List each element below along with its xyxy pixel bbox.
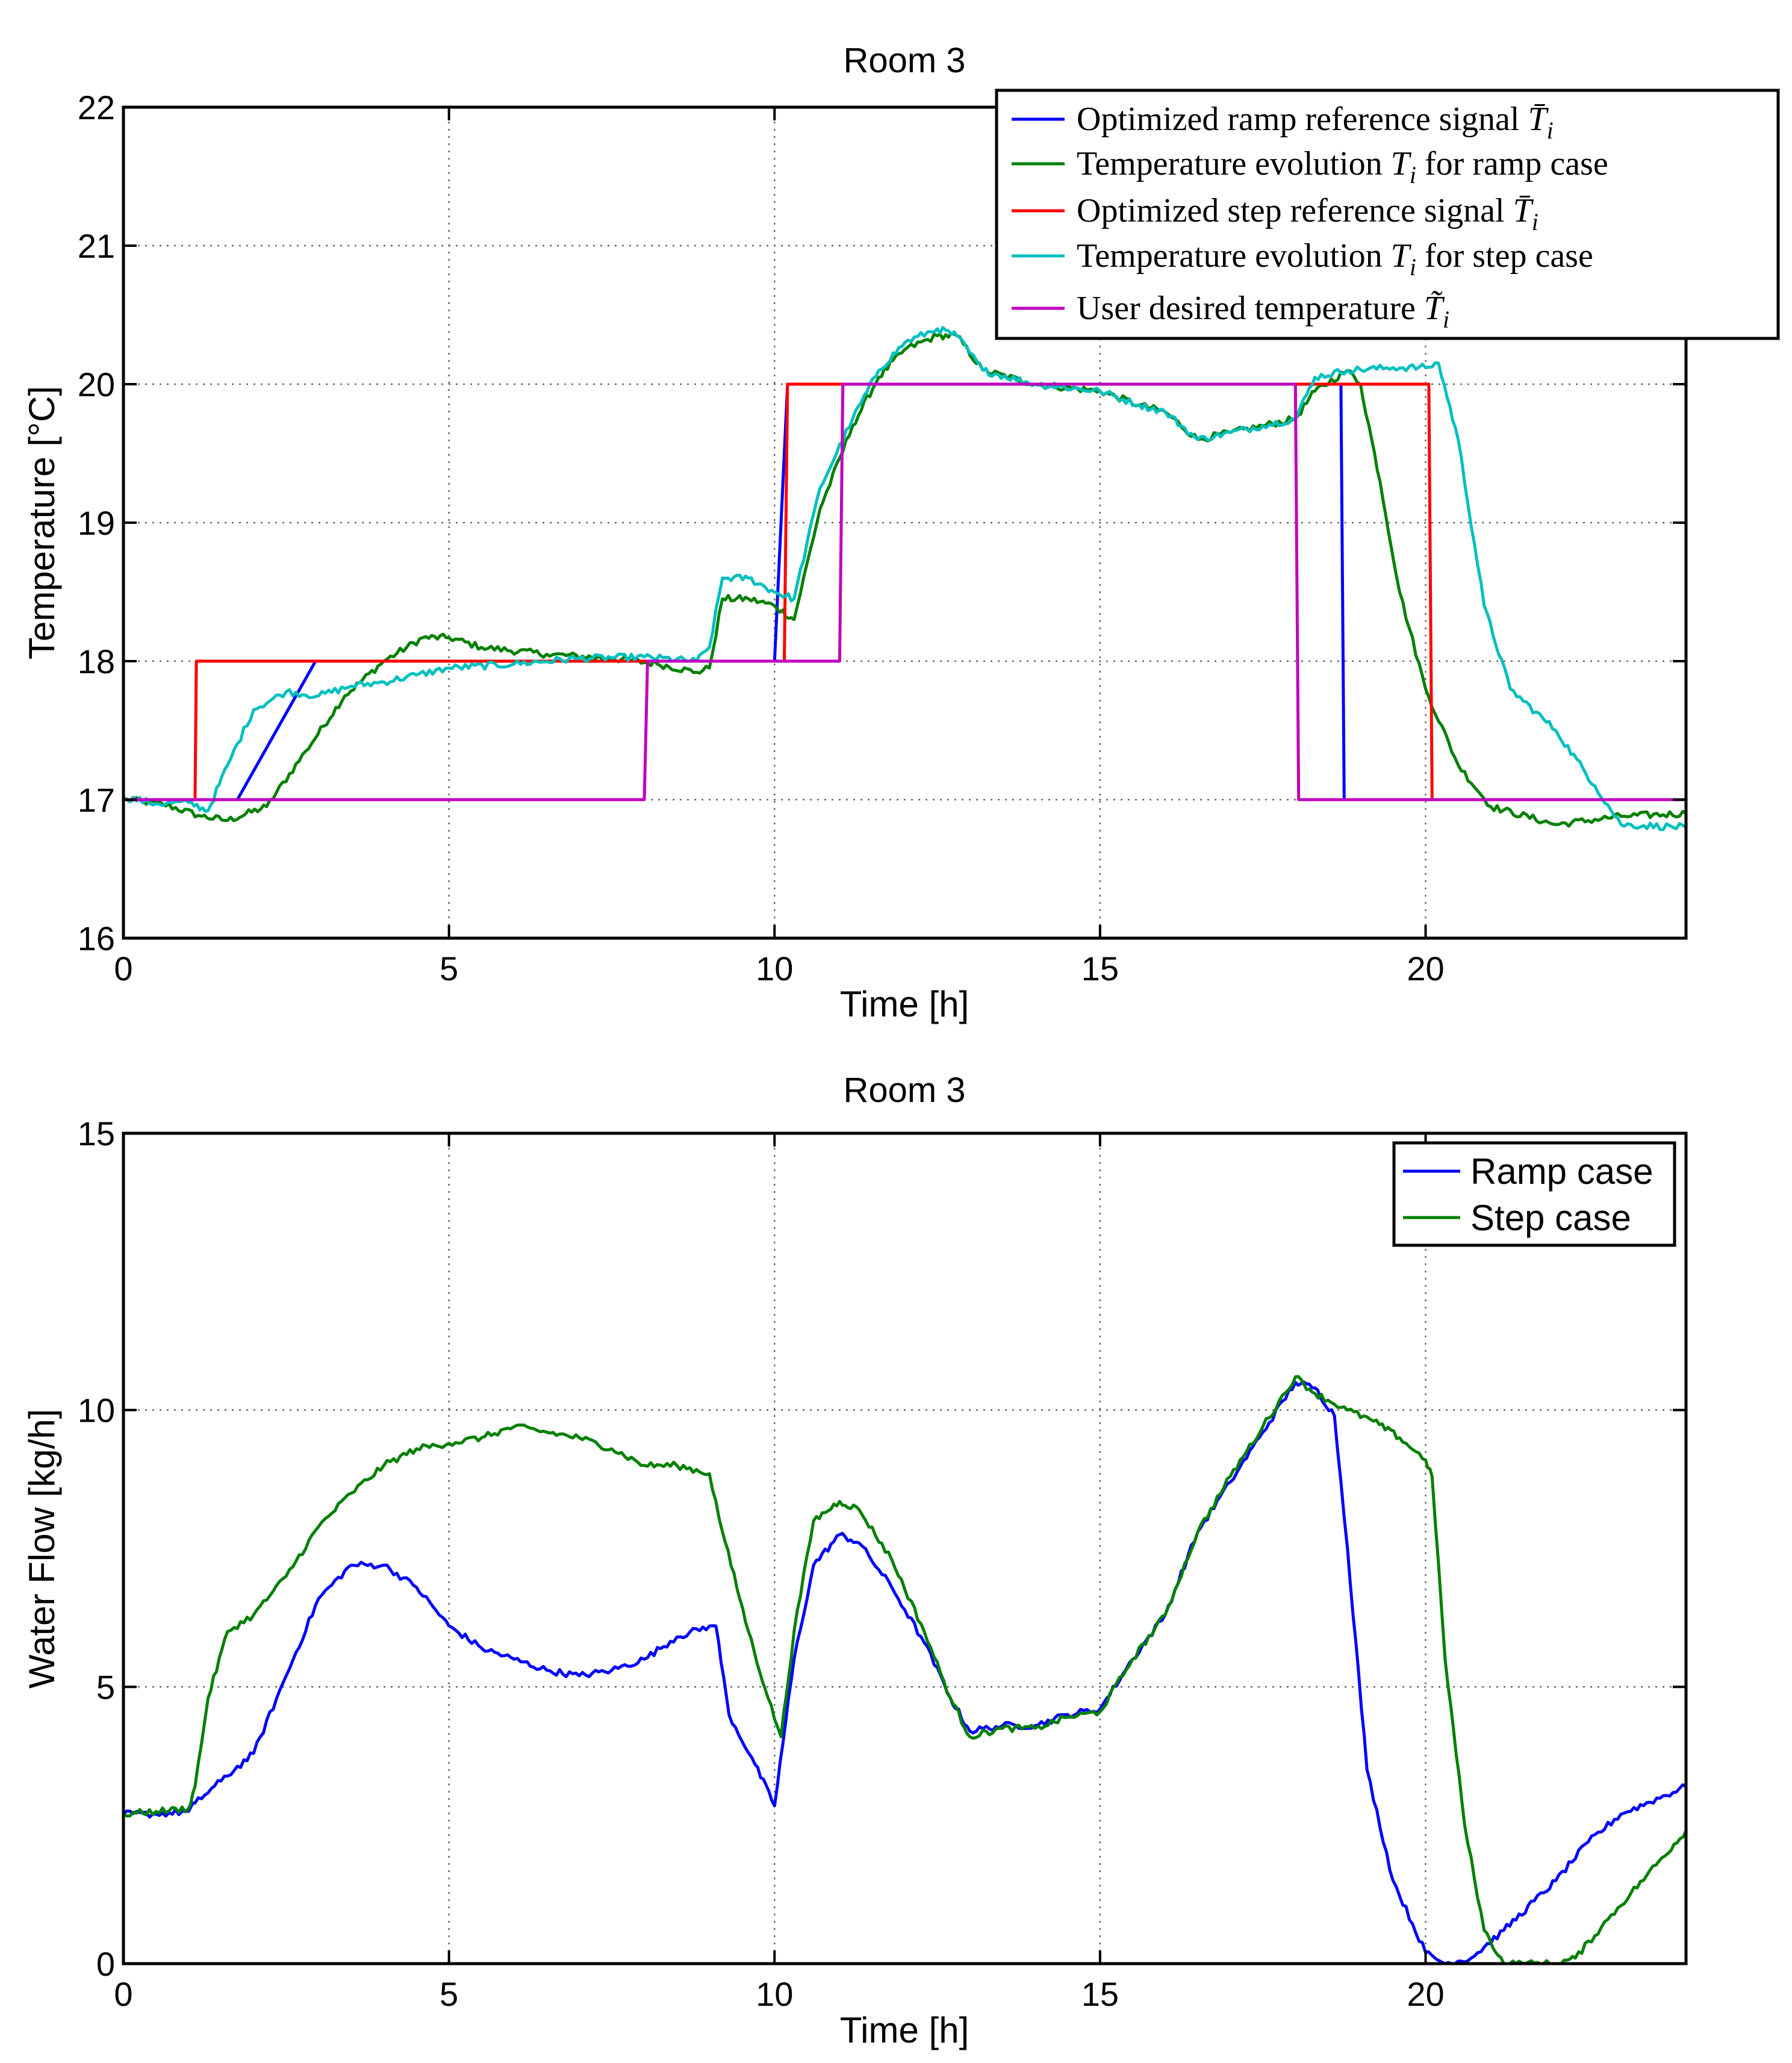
legend-label-step-reference: Optimized step reference signal T̄i xyxy=(1077,192,1538,235)
temperature-series-temperature-evolution-for-step-case xyxy=(122,326,1688,832)
legend-label-ramp-case: Ramp case xyxy=(1470,1151,1653,1192)
temperature-series-user-desired-temperature xyxy=(122,382,1688,801)
water-flow-series-ramp-case xyxy=(122,1380,1688,1965)
temperature-chart: Room 3 0 5 10 15 20 16 17 18 19 20 21 22 Time [h] T… xyxy=(22,41,1780,1024)
legend-label-ramp-temperature: Temperature evolution Ti for ramp case xyxy=(1077,145,1608,188)
water-flow-y-axis-label: Water Flow [kg/h] xyxy=(22,1409,62,1689)
temperature-chart-title: Room 3 xyxy=(843,41,965,80)
water-flow-plot-frame xyxy=(122,1131,1688,1965)
water-flow-x-axis-label: Time [h] xyxy=(840,2010,969,2050)
water-flow-x-tick-label: 5 xyxy=(440,1975,458,2013)
temperature-series-group xyxy=(122,326,1688,832)
temperature-legend-box xyxy=(995,89,1780,340)
water-flow-x-tick-label: 0 xyxy=(114,1975,132,2013)
water-flow-x-tick-label: 10 xyxy=(756,1975,793,2013)
legend-label-user-desired: User desired temperature T̃i xyxy=(1077,290,1449,333)
legend-entry-user-desired: User desired temperature T̃i xyxy=(1012,290,1449,333)
water-flow-series-step-case xyxy=(122,1375,1688,1965)
temperature-legend: Optimized ramp reference signal T̄i Temp… xyxy=(995,89,1780,340)
water-flow-y-tick-label: 15 xyxy=(78,1115,115,1153)
temperature-x-axis-label: Time [h] xyxy=(840,984,969,1024)
water-flow-axis-ticks: 0 5 10 15 20 0 5 10 15 xyxy=(78,1115,1686,2013)
legend-entry-ramp-case: Ramp case xyxy=(1403,1151,1653,1192)
temperature-series-optimized-step-reference-signal xyxy=(122,382,1688,801)
water-flow-y-tick-label: 5 xyxy=(96,1668,115,1706)
temperature-y-tick-label: 19 xyxy=(78,504,115,542)
temperature-y-axis-label: Temperature [°C] xyxy=(22,386,62,659)
temperature-y-tick-label: 18 xyxy=(78,643,115,680)
legend-label-ramp-reference: Optimized ramp reference signal T̄i xyxy=(1077,101,1554,144)
water-flow-chart-title: Room 3 xyxy=(843,1071,965,1110)
temperature-x-tick-label: 0 xyxy=(114,950,132,988)
water-flow-legend: Ramp case Step case xyxy=(1392,1141,1676,1247)
legend-entry-ramp-temperature: Temperature evolution Ti for ramp case xyxy=(1012,145,1608,188)
water-flow-y-tick-label: 0 xyxy=(96,1945,115,1983)
temperature-x-tick-label: 5 xyxy=(440,950,458,988)
temperature-y-tick-label: 17 xyxy=(78,781,115,819)
water-flow-chart: Room 3 0 5 10 15 20 0 5 10 15 Time [h] Water Flo… xyxy=(22,1071,1688,2050)
legend-label-step-case: Step case xyxy=(1470,1198,1631,1238)
water-flow-legend-box xyxy=(1392,1141,1676,1247)
legend-entry-step-case: Step case xyxy=(1403,1198,1631,1238)
water-flow-x-tick-label: 20 xyxy=(1407,1975,1444,2013)
water-flow-series-group xyxy=(122,1375,1688,1965)
temperature-y-tick-label: 20 xyxy=(78,366,115,403)
legend-label-step-temperature: Temperature evolution Ti for step case xyxy=(1077,237,1593,281)
temperature-y-tick-label: 16 xyxy=(78,919,115,957)
temperature-x-tick-label: 10 xyxy=(756,950,793,988)
temperature-x-tick-label: 15 xyxy=(1081,950,1119,988)
water-flow-grid xyxy=(123,1133,1686,1964)
temperature-y-tick-label: 22 xyxy=(78,89,115,126)
temperature-series-temperature-evolution-for-ramp-case xyxy=(122,332,1688,828)
temperature-series-optimized-ramp-reference-signal xyxy=(122,382,1688,801)
temperature-y-tick-label: 21 xyxy=(78,227,115,265)
legend-entry-step-temperature: Temperature evolution Ti for step case xyxy=(1012,237,1593,281)
water-flow-y-tick-label: 10 xyxy=(78,1392,115,1430)
legend-entry-step-reference: Optimized step reference signal T̄i xyxy=(1012,192,1538,235)
temperature-axis-ticks: 0 5 10 15 20 16 17 18 19 20 21 22 xyxy=(78,89,1686,988)
legend-entry-ramp-reference: Optimized ramp reference signal T̄i xyxy=(1012,101,1554,144)
temperature-x-tick-label: 20 xyxy=(1407,950,1444,988)
water-flow-x-tick-label: 15 xyxy=(1081,1975,1119,2013)
